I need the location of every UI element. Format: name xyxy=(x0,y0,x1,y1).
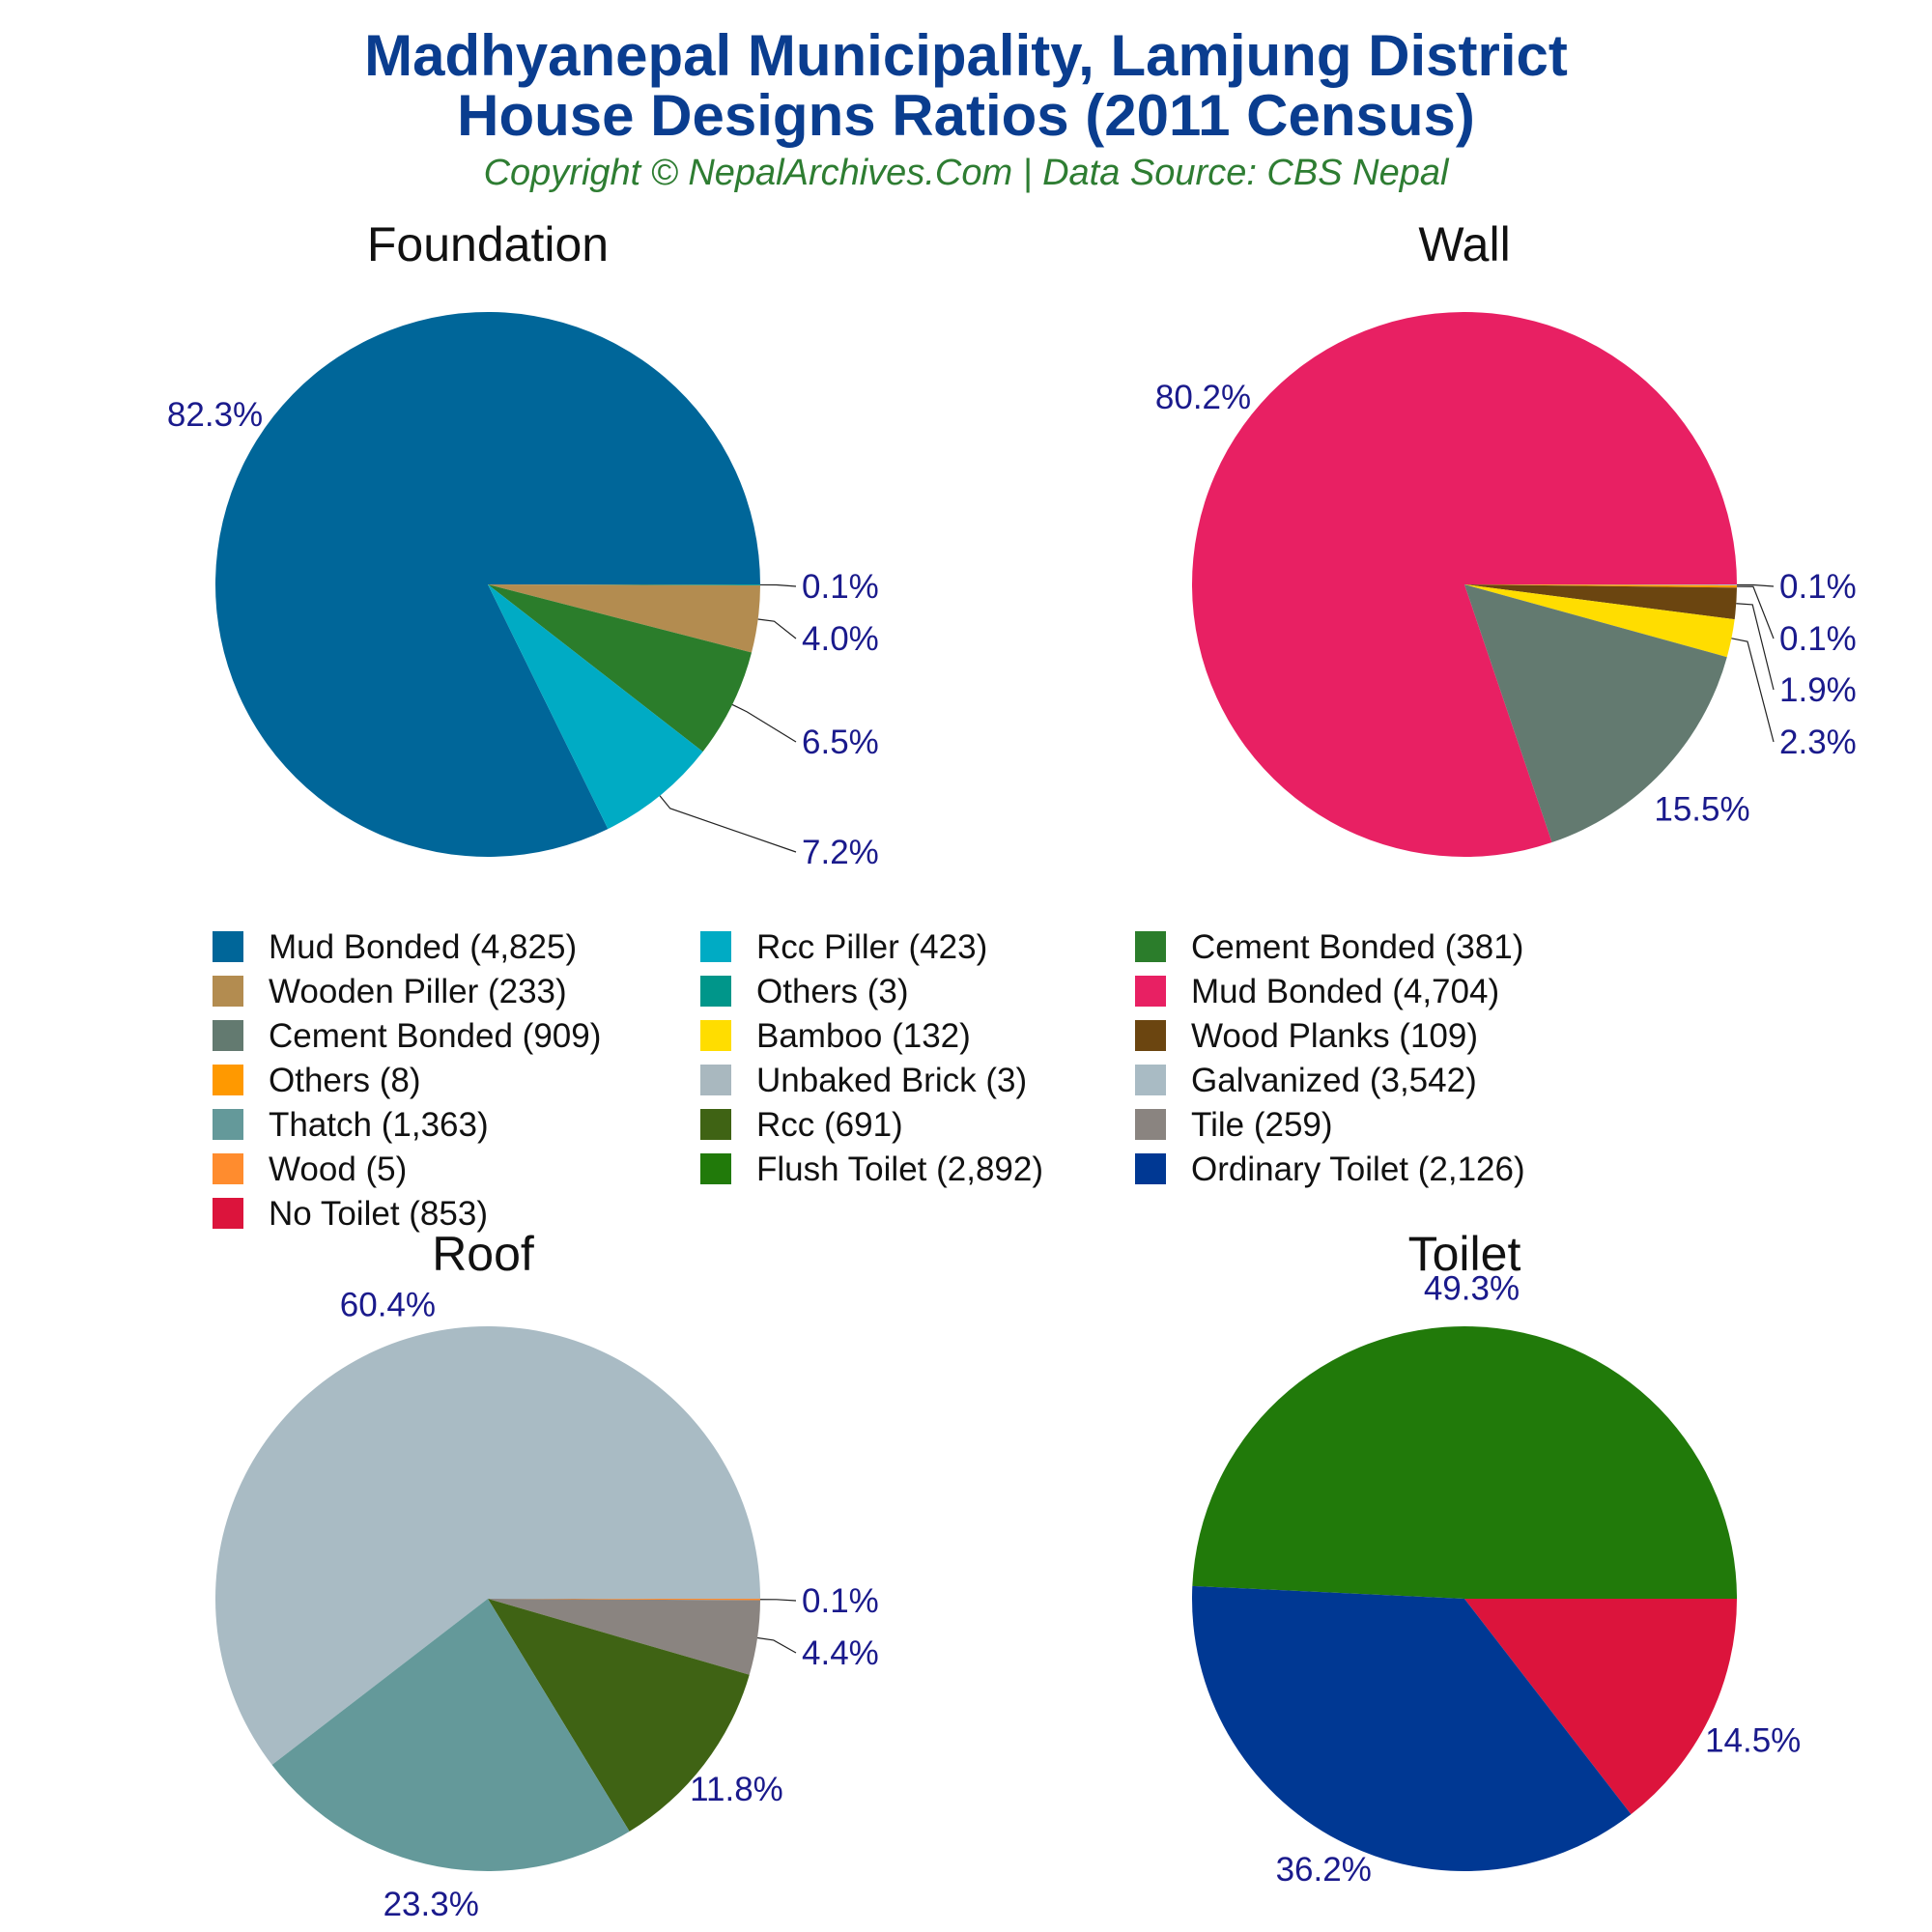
legend-swatch-wooden-piller-233 xyxy=(213,976,243,1007)
legend-swatch-rcc-691 xyxy=(700,1109,731,1140)
pie-pct-label-wall-cement-bonded: 15.5% xyxy=(1654,790,1749,828)
pie-pct-label-toilet-flush-toilet: 49.3% xyxy=(1424,1270,1520,1308)
legend-label-bamboo-132: Bamboo (132) xyxy=(756,1017,971,1055)
legend-swatch-galvanized-3-542 xyxy=(1135,1065,1166,1095)
legend-label-tile-259: Tile (259) xyxy=(1191,1106,1333,1144)
legend-label-cement-bonded-381: Cement Bonded (381) xyxy=(1191,928,1523,966)
legend-swatch-ordinary-toilet-2-126 xyxy=(1135,1153,1166,1184)
pie-slice-wall-cement-bonded xyxy=(1464,584,1727,843)
legend-swatch-mud-bonded-4-825 xyxy=(213,931,243,962)
pie-callout-line-wall-others xyxy=(1736,585,1775,639)
chart-title-line2: House Designs Ratios (2011 Census) xyxy=(457,83,1475,148)
pie-slice-toilet-no-toilet xyxy=(1464,1599,1737,1815)
pie-callout-line-wall-wood-planks xyxy=(1736,603,1775,691)
pie-pct-label-roof-wood: 0.1% xyxy=(802,1582,879,1620)
pie-callout-line-wall-bamboo xyxy=(1731,638,1775,743)
legend-label-mud-bonded-4-825: Mud Bonded (4,825) xyxy=(269,928,577,966)
pie-pct-label-wall-bamboo: 2.3% xyxy=(1779,724,1857,761)
pie-pct-label-foundation-others: 0.1% xyxy=(802,568,879,606)
legend-label-rcc-691: Rcc (691) xyxy=(756,1106,903,1144)
pie-slice-roof-thatch xyxy=(271,1599,630,1871)
legend-swatch-tile-259 xyxy=(1135,1109,1166,1140)
pie-pct-label-foundation-rcc-piller: 7.2% xyxy=(802,834,879,871)
chart-title-line1: Madhyanepal Municipality, Lamjung Distri… xyxy=(364,23,1568,88)
pie-title-foundation: Foundation xyxy=(367,217,609,271)
pie-pct-label-wall-mud-bonded: 80.2% xyxy=(1155,379,1251,416)
pie-title-wall: Wall xyxy=(1418,217,1510,271)
pie-slice-roof-rcc xyxy=(488,1599,750,1832)
pie-pct-label-foundation-cement-bonded: 6.5% xyxy=(802,724,879,761)
pie-callout-line-foundation-rcc-piller xyxy=(659,795,797,853)
pie-pct-label-roof-galvanized: 60.4% xyxy=(340,1287,436,1324)
pie-pct-label-roof-thatch: 23.3% xyxy=(384,1886,479,1923)
legend-label-wood-planks-109: Wood Planks (109) xyxy=(1191,1017,1478,1055)
pie-slice-wall-bamboo xyxy=(1464,584,1735,658)
legend-label-flush-toilet-2-892: Flush Toilet (2,892) xyxy=(756,1151,1043,1188)
pie-callout-line-foundation-wooden-piller xyxy=(757,618,797,639)
legend-swatch-cement-bonded-909 xyxy=(213,1020,243,1051)
legend-swatch-wood-5 xyxy=(213,1153,243,1184)
legend-label-cement-bonded-909: Cement Bonded (909) xyxy=(269,1017,601,1055)
pie-slice-roof-galvanized xyxy=(214,1325,760,1766)
pie-pct-label-toilet-ordinary-toilet: 36.2% xyxy=(1276,1851,1372,1889)
legend-swatch-others-8 xyxy=(213,1065,243,1095)
legend-label-thatch-1-363: Thatch (1,363) xyxy=(269,1106,489,1144)
pie-pct-label-wall-unbaked-brick: 0.1% xyxy=(1779,568,1857,606)
legend-label-others-8: Others (8) xyxy=(269,1062,421,1099)
legend-label-mud-bonded-4-704: Mud Bonded (4,704) xyxy=(1191,973,1499,1010)
pie-pct-label-roof-rcc: 11.8% xyxy=(690,1771,783,1808)
pie-slice-foundation-wooden-piller xyxy=(488,584,760,653)
legend-swatch-no-toilet-853 xyxy=(213,1198,243,1229)
pie-slice-roof-wood xyxy=(488,1599,760,1601)
pie-slice-toilet-ordinary-toilet xyxy=(1192,1585,1632,1871)
pie-slice-wall-unbaked-brick xyxy=(1464,584,1738,585)
legend-swatch-bamboo-132 xyxy=(700,1020,731,1051)
legend-swatch-rcc-piller-423 xyxy=(700,931,731,962)
pie-pct-label-foundation-wooden-piller: 4.0% xyxy=(802,620,879,658)
pie-slice-foundation-rcc-piller xyxy=(488,584,703,830)
legend-swatch-flush-toilet-2-892 xyxy=(700,1153,731,1184)
pie-callout-line-foundation-others xyxy=(759,583,797,587)
pie-slice-wall-wood-planks xyxy=(1464,584,1737,620)
pie-callout-line-wall-unbaked-brick xyxy=(1736,583,1775,587)
legend-label-unbaked-brick-3: Unbaked Brick (3) xyxy=(756,1062,1027,1099)
pie-callout-line-foundation-cement-bonded xyxy=(731,703,797,743)
pie-pct-label-roof-tile: 4.4% xyxy=(802,1634,879,1672)
pie-slice-roof-tile xyxy=(488,1599,760,1675)
pie-title-roof: Roof xyxy=(432,1227,534,1281)
legend-swatch-mud-bonded-4-704 xyxy=(1135,976,1166,1007)
legend-swatch-wood-planks-109 xyxy=(1135,1020,1166,1051)
pie-callout-line-roof-tile xyxy=(756,1636,797,1654)
pie-pct-label-wall-wood-planks: 1.9% xyxy=(1779,671,1857,709)
legend-label-ordinary-toilet-2-126: Ordinary Toilet (2,126) xyxy=(1191,1151,1525,1188)
legend-label-others-3: Others (3) xyxy=(756,973,909,1010)
pie-pct-label-foundation-mud-bonded: 82.3% xyxy=(167,396,263,434)
pie-slice-toilet-flush-toilet xyxy=(1192,1325,1737,1599)
legend-label-wooden-piller-233: Wooden Piller (233) xyxy=(269,973,567,1010)
pie-callout-line-roof-wood xyxy=(759,1599,797,1602)
chart-subtitle: Copyright © NepalArchives.Com | Data Sou… xyxy=(483,153,1449,193)
legend-swatch-cement-bonded-381 xyxy=(1135,931,1166,962)
legend-swatch-unbaked-brick-3 xyxy=(700,1065,731,1095)
pie-slice-foundation-cement-bonded xyxy=(488,584,753,753)
pie-slice-wall-others xyxy=(1464,584,1737,588)
pie-slice-foundation-others xyxy=(488,584,760,585)
pie-pct-label-wall-others: 0.1% xyxy=(1779,620,1857,658)
legend-swatch-others-3 xyxy=(700,976,731,1007)
legend-label-galvanized-3-542: Galvanized (3,542) xyxy=(1191,1062,1477,1099)
legend-swatch-thatch-1-363 xyxy=(213,1109,243,1140)
pie-pct-label-toilet-no-toilet: 14.5% xyxy=(1705,1722,1801,1760)
pie-title-toilet: Toilet xyxy=(1408,1227,1521,1281)
legend-label-wood-5: Wood (5) xyxy=(269,1151,407,1188)
legend-label-no-toilet-853: No Toilet (853) xyxy=(269,1195,488,1233)
legend-label-rcc-piller-423: Rcc Piller (423) xyxy=(756,928,987,966)
